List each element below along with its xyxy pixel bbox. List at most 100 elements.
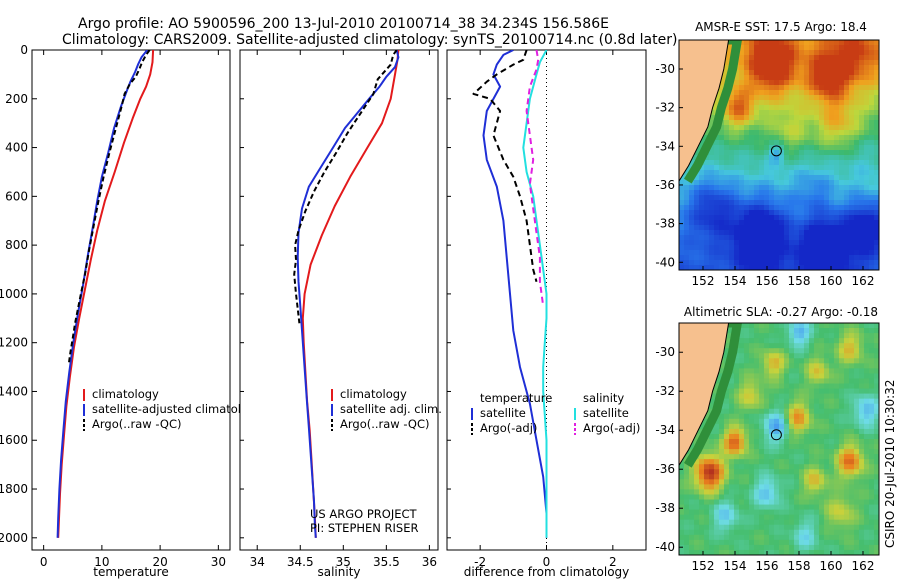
sst_map-cell <box>874 150 879 156</box>
sst_map-cell <box>839 250 845 256</box>
sst_map-cell <box>864 155 870 161</box>
sst_map-cell <box>799 235 805 241</box>
sla_map-cell <box>759 549 765 555</box>
sla_map-cell <box>789 363 795 369</box>
sst_map-cell <box>859 70 865 76</box>
sst_map-cell <box>769 135 775 141</box>
sst_map-cell <box>854 110 860 116</box>
sla_map-cell <box>769 363 775 369</box>
sla_map-cell <box>769 459 775 465</box>
sla_map-cell <box>854 353 860 359</box>
sst_map-cell <box>739 175 745 181</box>
sst_map-cell <box>809 230 815 236</box>
sst_map-cell <box>704 220 710 226</box>
sla_map-cell <box>779 358 785 364</box>
sst_map-cell <box>684 190 690 196</box>
sst_map-cell <box>859 175 865 181</box>
sla_map-cell <box>839 524 845 531</box>
sla_map-cell <box>704 514 710 521</box>
sst_map-cell <box>764 60 770 66</box>
sla_map-cell <box>764 544 770 551</box>
sla_map-cell <box>744 358 750 364</box>
sst_map-cell <box>849 110 855 116</box>
sst_map-cell <box>839 125 845 131</box>
sst_map-cell <box>839 170 845 176</box>
sst_map-cell <box>749 230 755 236</box>
sla_map-cell <box>814 358 820 364</box>
sla_map-cell <box>754 398 760 405</box>
sla_map-cell <box>804 514 810 521</box>
sst_map-cell <box>809 225 815 231</box>
sst_map-cell <box>769 105 775 111</box>
sla_map-cell <box>694 464 700 470</box>
sla_map-cell <box>769 524 775 531</box>
sst_map-cell <box>819 115 825 121</box>
sla_map-cell <box>864 408 870 415</box>
sla_map-cell <box>769 544 775 551</box>
sst_map-cell <box>814 120 820 126</box>
sla_map-cell <box>729 539 735 546</box>
sla_map-cell <box>809 524 815 531</box>
sst_map-cell <box>784 180 790 186</box>
sla_map-cell <box>774 484 780 491</box>
sla_map-cell <box>869 393 875 400</box>
sst_map-cell <box>684 245 690 251</box>
sst_map-cell <box>859 60 865 66</box>
sla_map-cell <box>789 509 795 516</box>
sst_map-cell <box>739 130 745 136</box>
sla_map-cell <box>679 464 685 470</box>
sst_map-cell <box>814 245 820 251</box>
sst_map-cell <box>749 45 755 51</box>
sst_map-cell <box>809 55 815 61</box>
sla_map-cell <box>809 368 815 375</box>
sla_map-cell <box>784 519 790 526</box>
sst_map-cell <box>779 245 785 251</box>
sst_map-cell <box>774 160 780 166</box>
sla_map-cell <box>859 449 865 455</box>
sla_map-cell <box>864 519 870 526</box>
sla_map-cell <box>854 499 860 506</box>
sla_map-cell <box>794 449 800 455</box>
sla_map-cell <box>824 439 830 445</box>
sla_map-cell <box>744 423 750 430</box>
sst_map-cell <box>874 200 879 206</box>
sst_map-cell <box>724 245 730 251</box>
sla_map-cell <box>709 499 715 506</box>
sla_map-cell <box>749 499 755 506</box>
sla_map-cell <box>714 449 720 455</box>
sst_map-cell <box>769 180 775 186</box>
sst_map-cell <box>869 235 875 241</box>
sst_map-cell <box>694 205 700 211</box>
sst_map-cell <box>794 130 800 136</box>
sst_map-cell <box>844 110 850 116</box>
sst_map-cell <box>744 180 750 186</box>
sst_map-field <box>679 40 879 270</box>
sst_map-cell <box>804 215 810 221</box>
sla_map-cell <box>859 474 865 480</box>
sst_map-cell <box>784 245 790 251</box>
sla_map-cell <box>764 464 770 470</box>
sst_map-cell <box>844 115 850 121</box>
sst_map-cell <box>794 180 800 186</box>
sla_map-cell <box>874 544 879 551</box>
sst_map-cell <box>739 95 745 101</box>
sla_map-cell <box>769 444 775 450</box>
sla_map-cell <box>849 368 855 375</box>
sla_map-cell <box>869 408 875 415</box>
sla_map-cell <box>799 413 805 420</box>
sst_map-cell <box>749 240 755 246</box>
sla_map-cell <box>814 338 820 344</box>
sst_map-cell <box>854 175 860 181</box>
sst_map-cell <box>729 190 735 196</box>
sla_map-cell <box>859 549 865 555</box>
sla_map-cell <box>729 469 735 475</box>
sst_map-cell <box>794 95 800 101</box>
sla_map-cell <box>779 509 785 516</box>
sst_map-cell <box>874 60 879 66</box>
sst_map-cell <box>814 220 820 226</box>
sla_map-cell <box>824 343 830 349</box>
sla_map-cell <box>834 484 840 491</box>
sla_map-cell <box>724 433 730 440</box>
sla_map-cell <box>819 534 825 541</box>
sla_map-cell <box>739 444 745 450</box>
